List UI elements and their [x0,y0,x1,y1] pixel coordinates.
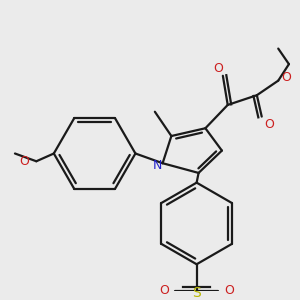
Text: O: O [20,155,30,168]
Text: S: S [192,286,201,300]
Text: O: O [224,284,234,297]
Text: O: O [213,61,223,74]
Text: N: N [153,159,163,172]
Text: O: O [281,71,291,84]
Text: O: O [265,118,275,131]
Text: O: O [160,284,170,297]
